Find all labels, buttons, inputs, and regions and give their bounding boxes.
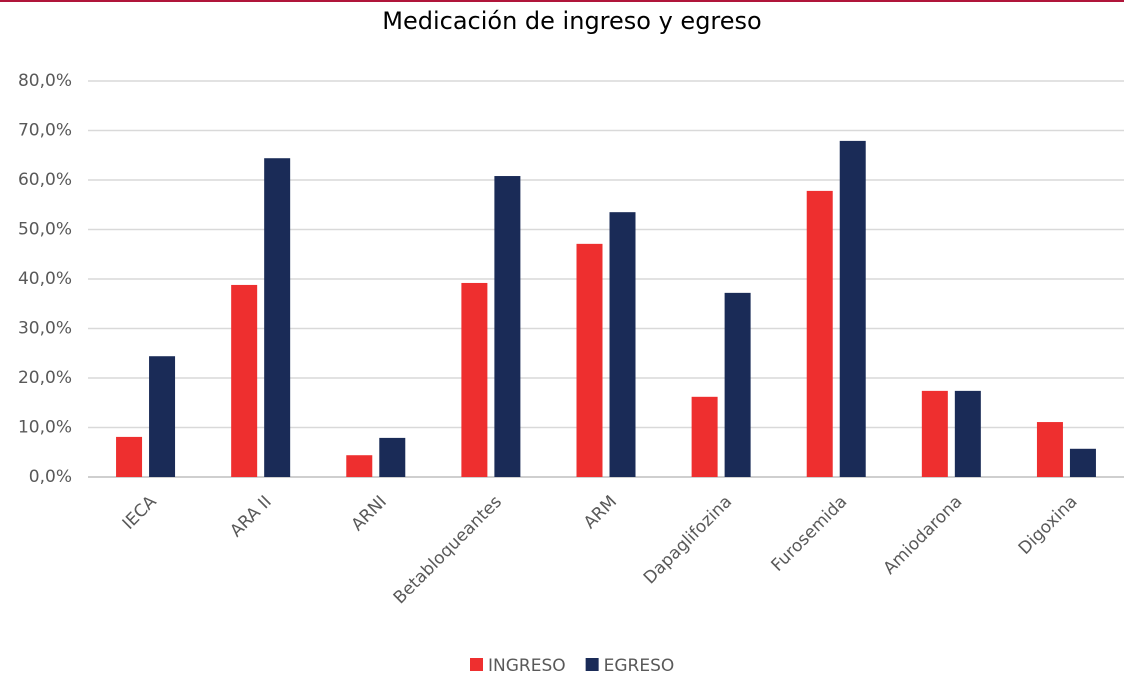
y-tick-label: 70,0% xyxy=(18,121,72,141)
bar xyxy=(494,176,521,478)
x-tick-label: ARNI xyxy=(348,492,391,535)
legend-swatch xyxy=(470,658,483,671)
y-tick-label: 60,0% xyxy=(18,170,72,190)
legend-swatch xyxy=(585,658,599,671)
legend-label: INGRESO xyxy=(488,656,566,676)
bar xyxy=(116,436,143,477)
x-tick-label: ARM xyxy=(580,492,621,533)
x-tick-label: Furosemida xyxy=(768,492,852,576)
chart-title: Medicación de ingreso y egreso xyxy=(382,7,761,35)
y-tick-label: 80,0% xyxy=(18,71,72,91)
bar xyxy=(806,190,833,477)
x-tick-label: ARA II xyxy=(226,492,275,541)
bar xyxy=(461,282,488,477)
bar xyxy=(954,390,981,477)
y-tick-label: 0,0% xyxy=(29,467,72,487)
bar xyxy=(691,396,718,477)
bar xyxy=(1036,422,1063,477)
y-tick-label: 30,0% xyxy=(18,319,72,339)
x-tick-label: Dapaglifozina xyxy=(640,492,736,588)
y-tick-label: 20,0% xyxy=(18,368,72,388)
y-tick-label: 50,0% xyxy=(18,220,72,240)
legend-label: EGRESO xyxy=(604,656,675,676)
bar xyxy=(231,284,258,477)
x-tick-label: Betabloqueantes xyxy=(390,492,506,608)
bar xyxy=(921,390,948,477)
y-tick-label: 10,0% xyxy=(18,418,72,438)
x-tick-label: Digoxina xyxy=(1015,492,1082,559)
bar xyxy=(839,140,866,477)
bar xyxy=(379,437,406,477)
x-tick-label: Amiodarona xyxy=(880,492,967,579)
y-tick-label: 40,0% xyxy=(18,269,72,289)
x-tick-label: IECA xyxy=(119,492,161,534)
bar xyxy=(724,292,751,477)
bar xyxy=(264,158,291,477)
bar xyxy=(1069,448,1096,477)
bar xyxy=(149,356,176,477)
bar xyxy=(346,455,373,477)
bar xyxy=(576,243,603,477)
bar xyxy=(609,212,636,478)
